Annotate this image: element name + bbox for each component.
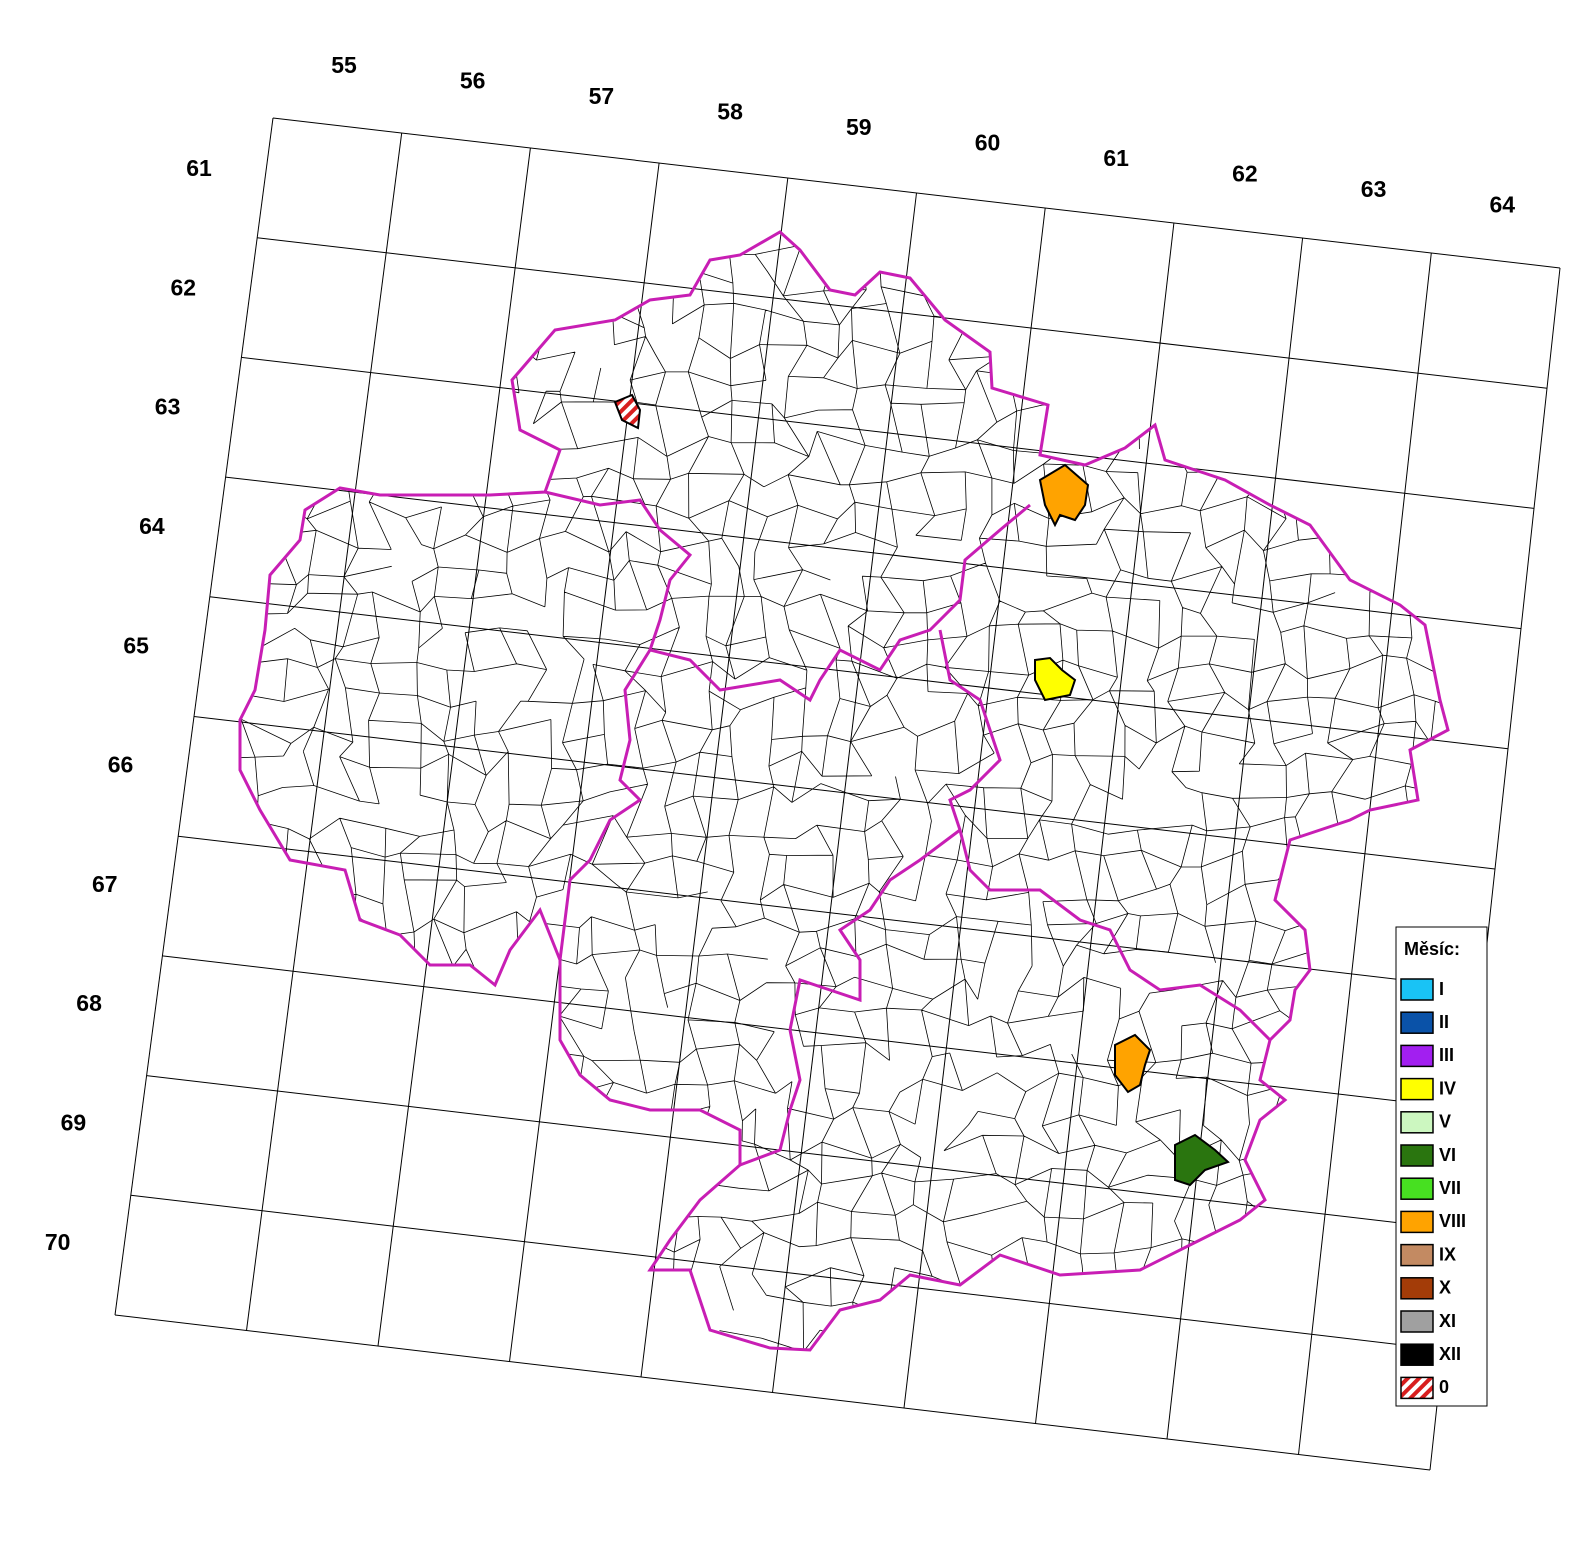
legend-swatch — [1400, 1011, 1434, 1034]
column-label: 62 — [1232, 161, 1258, 187]
legend-label: II — [1439, 1012, 1449, 1032]
legend-swatch — [1400, 1310, 1434, 1333]
legend-swatch — [1400, 1376, 1434, 1400]
legend-swatch — [1400, 1243, 1434, 1267]
legend-label: VII — [1439, 1178, 1461, 1198]
column-label: 57 — [589, 83, 615, 109]
highlighted-areas — [613, 393, 1230, 1187]
column-label: 60 — [975, 130, 1001, 156]
legend-title: Měsíc: — [1404, 939, 1460, 959]
legend-swatch — [1400, 1077, 1434, 1101]
column-label: 59 — [846, 114, 872, 140]
row-label: 64 — [139, 513, 165, 539]
legend-swatch — [1400, 1111, 1434, 1134]
grid-line — [209, 596, 1509, 750]
legend-swatch — [1400, 1277, 1434, 1300]
legend-label: VI — [1439, 1145, 1456, 1165]
grid-line — [257, 237, 1548, 389]
area — [613, 393, 642, 430]
legend-label: VIII — [1439, 1211, 1466, 1231]
grid-line — [272, 117, 1561, 269]
grid-line — [146, 1075, 1457, 1231]
grid-line — [225, 476, 1522, 630]
column-label: 63 — [1361, 176, 1387, 202]
column-label: 61 — [1103, 145, 1129, 171]
legend-label: I — [1439, 979, 1444, 999]
legend-swatch — [1400, 1177, 1434, 1200]
legend-label: IV — [1439, 1078, 1456, 1098]
legend-swatch — [1400, 1044, 1434, 1068]
legend-swatch — [1400, 1144, 1434, 1167]
row-label: 66 — [108, 752, 134, 778]
region-border — [238, 230, 1450, 1352]
grid — [114, 117, 1561, 1471]
grid-line — [178, 835, 1483, 990]
grid-line — [162, 955, 1470, 1110]
legend-label: X — [1439, 1278, 1451, 1298]
grid-line — [130, 1194, 1444, 1351]
row-label: 69 — [61, 1109, 87, 1135]
legend-swatch — [1400, 1343, 1434, 1366]
legend-swatch — [1400, 1210, 1434, 1234]
row-label: 67 — [92, 871, 118, 897]
column-label: 64 — [1490, 192, 1516, 218]
area — [1174, 1133, 1230, 1187]
column-label: 56 — [460, 68, 486, 94]
area — [1038, 463, 1090, 528]
column-label: 58 — [717, 99, 743, 125]
legend-label: III — [1439, 1045, 1454, 1065]
row-label: 63 — [155, 394, 181, 420]
row-label: 70 — [45, 1229, 71, 1255]
legend-label: XII — [1439, 1344, 1461, 1364]
legend-swatch — [1400, 978, 1434, 1001]
grid-line — [241, 356, 1535, 509]
legend-label: 0 — [1439, 1377, 1449, 1397]
area — [1034, 656, 1077, 702]
grid-line — [193, 716, 1496, 870]
row-label: 65 — [123, 632, 149, 658]
row-label: 61 — [186, 155, 212, 181]
area — [1114, 1033, 1152, 1094]
district-borders — [544, 490, 1272, 1167]
row-label: 68 — [76, 990, 102, 1016]
grid-line — [114, 1314, 1431, 1471]
grid-labels: 55 56 57 58 59 60 61 62 63 64 61 62 63 64 65 66 67 68 69 70 — [45, 52, 1515, 1255]
row-label: 62 — [171, 274, 197, 300]
legend-label: V — [1439, 1112, 1451, 1132]
legend-label: IX — [1439, 1244, 1456, 1264]
column-label: 55 — [331, 52, 357, 78]
legend-label: XI — [1439, 1311, 1456, 1331]
